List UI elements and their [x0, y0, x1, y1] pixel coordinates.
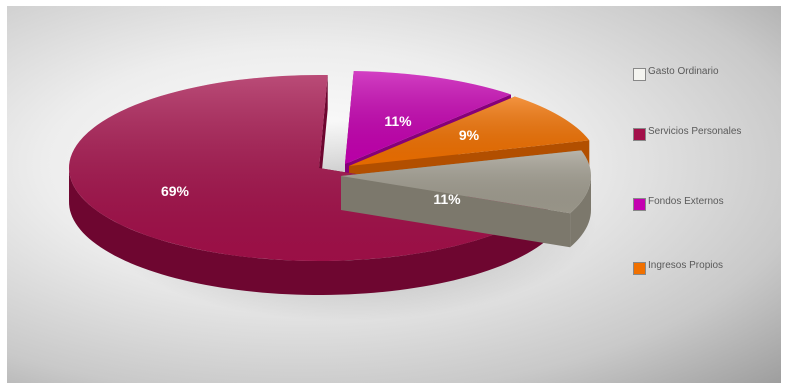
- data-label: 69%: [161, 183, 190, 199]
- data-label: 11%: [433, 191, 461, 207]
- chart-area: 11% 69% 11% 9% Gasto Ordinario Servicios Per…: [7, 6, 781, 383]
- pie-slice-ingresos-propios: [349, 96, 590, 200]
- pie-slices: [69, 71, 591, 295]
- pie-slice-gasto-ordinario: [341, 150, 591, 248]
- pie-chart: 11% 69% 11% 9%: [69, 71, 597, 321]
- pie-labels: 11% 69% 11% 9%: [161, 113, 480, 207]
- pie-slice-shine: [345, 71, 511, 164]
- pie-slice-shine: [341, 150, 591, 214]
- data-label: 9%: [459, 127, 480, 143]
- data-label: 11%: [384, 113, 412, 129]
- pie-slice-wall: [341, 176, 571, 248]
- pie-slice-shine: [349, 96, 590, 166]
- pie-slice-rim: [69, 167, 549, 295]
- pie-slice-rim: [570, 175, 591, 248]
